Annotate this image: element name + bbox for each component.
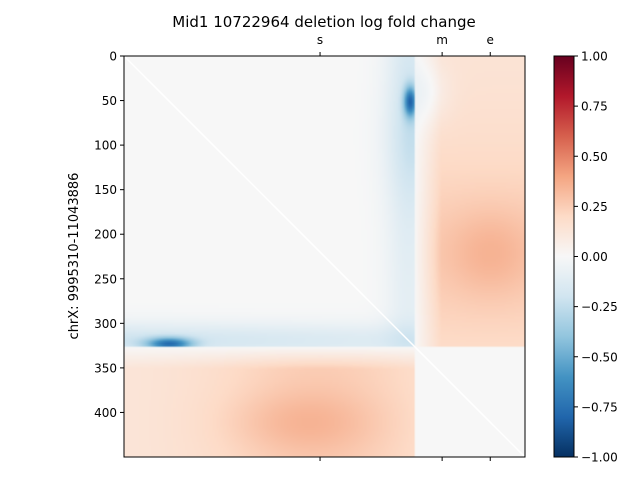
heatmap-plot <box>123 55 526 458</box>
y-tick-label: 300 <box>94 317 117 331</box>
diagonal-line <box>123 55 526 458</box>
y-tick-label: 250 <box>94 272 117 286</box>
y-tick-label: 350 <box>94 361 117 375</box>
colorbar-tick-label: 0.25 <box>581 200 608 214</box>
y-tick-label: 100 <box>94 139 117 153</box>
plot-frame <box>123 55 526 458</box>
colorbar-tick-label: −0.25 <box>581 300 618 314</box>
y-axis-label: chrX: 9995310-11043886 <box>67 173 82 340</box>
colorbar: 1.00 0.75 0.50 0.25 0.00 −0.25 −0.50 −0.75 −1.00 <box>553 50 618 465</box>
top-tick-label: m <box>436 33 448 47</box>
colorbar-tick-label: 0.50 <box>581 150 608 164</box>
colorbar-gradient <box>553 55 575 458</box>
colorbar-tick-label: −0.50 <box>581 350 618 364</box>
top-tick-label: e <box>487 33 494 47</box>
y-tick-label: 50 <box>102 94 117 108</box>
bottom-axis <box>319 457 491 461</box>
y-tick-label: 400 <box>94 406 117 420</box>
colorbar-tick-label: −0.75 <box>581 400 618 414</box>
colorbar-tick-label: 1.00 <box>581 50 608 64</box>
top-tick-label: s <box>317 33 323 47</box>
y-tick-label: 0 <box>109 50 117 64</box>
y-axis: 0 50 100 150 200 250 300 350 400 <box>94 50 124 420</box>
chart-title: Mid1 10722964 deletion log fold change <box>172 13 475 31</box>
colorbar-ticks: 1.00 0.75 0.50 0.25 0.00 −0.25 −0.50 −0.75 −1.00 <box>574 50 618 465</box>
colorbar-tick-label: −1.00 <box>581 451 618 465</box>
y-tick-label: 200 <box>94 228 117 242</box>
colorbar-tick-label: 0.00 <box>581 250 608 264</box>
colorbar-tick-label: 0.75 <box>581 100 608 114</box>
y-tick-label: 150 <box>94 183 117 197</box>
